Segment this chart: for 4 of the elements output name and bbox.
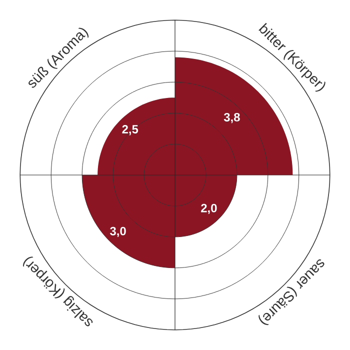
data-label: 3,8 (224, 112, 240, 124)
data-label: 3,0 (110, 226, 126, 238)
data-label: 2,0 (201, 204, 217, 214)
data-label: 2,5 (122, 125, 138, 136)
